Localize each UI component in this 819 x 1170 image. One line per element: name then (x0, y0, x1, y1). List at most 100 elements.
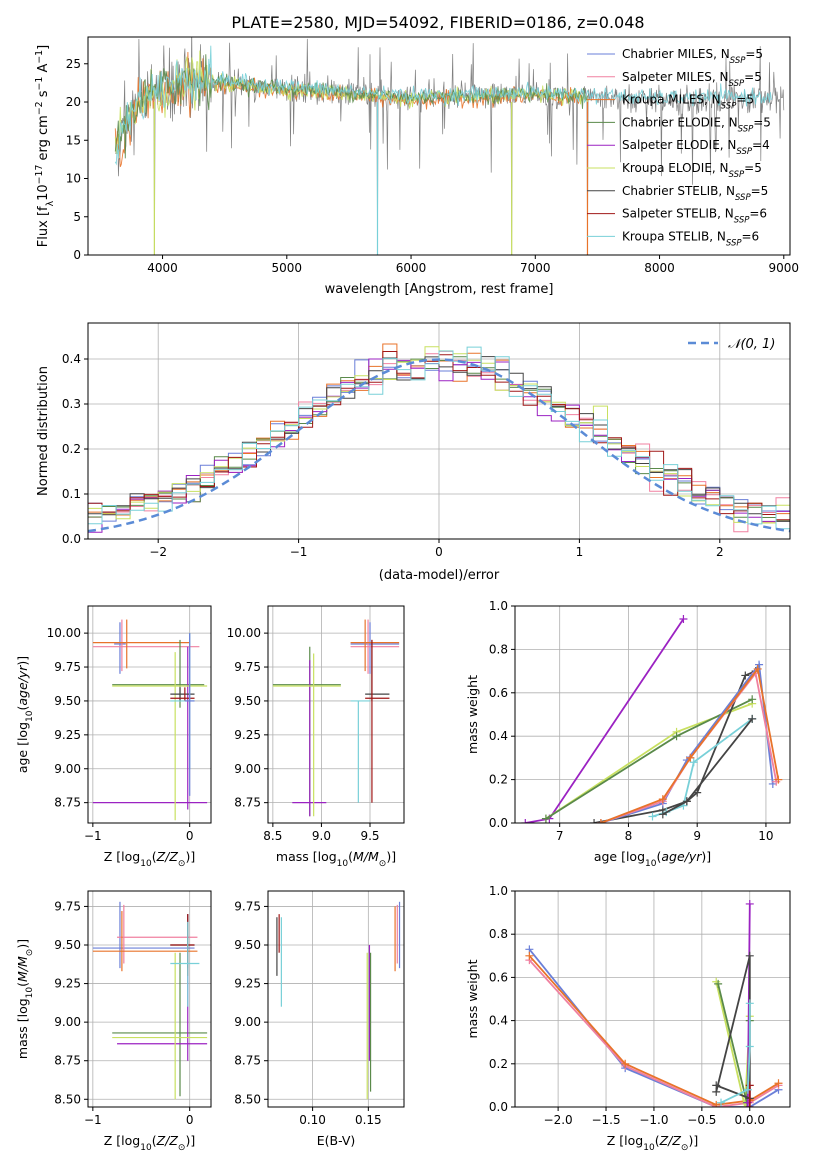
plot-area (114, 37, 785, 255)
legend-label-text: Chabrier ELODIE, N (622, 115, 738, 129)
model-spectrum-line (114, 54, 588, 159)
plot-area (272, 619, 400, 817)
legend-label-sub: SSP (721, 102, 737, 112)
plot-area (525, 899, 783, 1107)
residual-histogram-step (88, 346, 790, 539)
axis-label-part: ( (152, 1133, 157, 1148)
mass-weight-marker (717, 1098, 726, 1107)
axis-label-part: ( (152, 849, 157, 864)
y-tick-label: 8.75 (234, 1054, 261, 1068)
mass-weight-marker (596, 819, 605, 823)
y-tick-label: 9.25 (234, 977, 261, 991)
legend-label: Chabrier STELIB, NSSP=5 (622, 184, 768, 203)
x-tick-label: −2 (149, 545, 167, 559)
y-tick-label: 0.2 (62, 442, 81, 456)
axis-label-part: ( (348, 849, 353, 864)
y-tick-label: 0.8 (489, 642, 508, 656)
legend-label-suffix: =5 (744, 70, 762, 84)
axis-label-part: Z [log (104, 849, 140, 864)
axis-label-part: age [log (594, 849, 645, 864)
x-tick-label: 9.5 (360, 829, 379, 843)
legend-label: Salpeter ELODIE, NSSP=4 (622, 138, 770, 157)
y-tick-label: 0.8 (489, 927, 508, 941)
legend-label-sub: SSP (734, 216, 750, 226)
y-axis-label: Normed distribution (36, 366, 51, 496)
legend-label-sub: SSP (736, 147, 752, 157)
axis-label-part: M/M (353, 849, 379, 864)
axis-label-part: mass [log (15, 998, 30, 1059)
axis-label-part: ( (656, 849, 661, 864)
axes-frame (514, 890, 791, 1108)
x-tick-label: −1 (290, 545, 308, 559)
x-tick-label: 8.5 (263, 829, 282, 843)
axis-label-part: ( (655, 1133, 660, 1148)
y-tick-label: 0.4 (489, 1014, 508, 1028)
axis-label-part: age [log (15, 722, 30, 773)
mass-weight-marker (682, 797, 691, 806)
mass-weight-marker (753, 664, 762, 673)
legend-label-text: Chabrier MILES, N (622, 47, 730, 61)
mass-weight-marker (658, 795, 667, 804)
x-tick-label: −1 (84, 1113, 102, 1127)
y-tick-label: 5 (73, 210, 81, 224)
axis-label-part: −2 (34, 101, 45, 115)
y-tick-label: 0.2 (489, 773, 508, 787)
axis-label-part: mass [log (276, 849, 337, 864)
x-tick-label: 7 (556, 829, 564, 843)
plot-area (276, 901, 401, 1100)
legend-label-suffix: =5 (744, 161, 762, 175)
y-tick-label: 25 (66, 57, 81, 71)
y-tick-label: 8.50 (54, 1092, 81, 1106)
axis-label-part: Normed distribution (36, 366, 51, 496)
y-axis-label: mass weight (465, 959, 480, 1038)
legend-label-sub: SSP (726, 238, 742, 248)
mass-vs-ebv-panel: 0.10 0.15 8.50 8.75 9.00 9.25 9.50 9.75 E(B-V) (234, 890, 405, 1148)
y-tick-label: 9.25 (54, 977, 81, 991)
y-axis-label: mass [log10(M/M⊙)] (15, 939, 35, 1059)
axes-frame (514, 605, 791, 824)
normal-legend-label: 𝒩(0, 1) (728, 337, 775, 352)
legend-label-sub: SSP (729, 170, 745, 180)
axis-label-part: wavelength [Angstrom, rest frame] (325, 282, 554, 297)
mass-weight-line (593, 670, 756, 823)
mass-weight-marker (590, 819, 599, 823)
y-tick-label: 8.75 (54, 796, 81, 810)
legend-label-text: Kroupa ELODIE, N (622, 161, 729, 175)
y-tick-label: 0.0 (489, 816, 508, 830)
mass-weight-marker (748, 714, 757, 723)
x-tick-label: −2.0 (544, 1113, 573, 1127)
y-tick-label: 9.50 (234, 694, 261, 708)
mass-weight-marker (679, 615, 688, 624)
y-tick-label: 0 (73, 248, 81, 262)
mass-weight-line (652, 718, 753, 818)
y-tick-label: 0.0 (62, 532, 81, 546)
plot-area (521, 615, 783, 823)
axis-label-part: 10 (645, 859, 657, 869)
axis-label-part: )] (185, 849, 195, 864)
x-tick-label: 0 (186, 829, 194, 843)
y-tick-label: 10.00 (227, 626, 261, 640)
axis-label-part: Flux [f (36, 206, 51, 247)
x-tick-label: 8000 (644, 261, 675, 275)
axis-label-part: ⊙ (25, 949, 35, 957)
axis-label-part: −1 (34, 77, 45, 91)
mass-weight-marker (745, 1042, 754, 1051)
model-spectrum-line (114, 45, 772, 166)
legend-label-suffix: =5 (753, 115, 771, 129)
y-tick-label: 0.6 (489, 686, 508, 700)
legend-label-text: Salpeter MILES, N (622, 70, 729, 84)
x-tick-label: 9000 (769, 261, 800, 275)
x-tick-label: 10 (758, 829, 773, 843)
mass-weight-line (528, 959, 779, 1107)
axis-label-part: age/yr (15, 665, 30, 706)
mass-weight-marker (740, 1103, 749, 1107)
y-tick-label: 0.4 (489, 729, 508, 743)
x-axis-label: E(B-V) (317, 1133, 356, 1148)
legend-label-suffix: =4 (752, 138, 770, 152)
spectrum-panel: 4000 5000 6000 7000 8000 9000 0 5 10 15 20 25 wavele… (34, 36, 800, 297)
mass-vs-Z-panel: −1 08.508.759.009.259.509.75Z [log10(Z/Z⊙… (15, 890, 212, 1153)
axis-label-part: 10 (36, 184, 51, 201)
age-vs-mass-panel: 8.5 9.0 9.5 8.75 9.00 9.25 9.50 9.75 10.00 mass [… (227, 605, 405, 869)
